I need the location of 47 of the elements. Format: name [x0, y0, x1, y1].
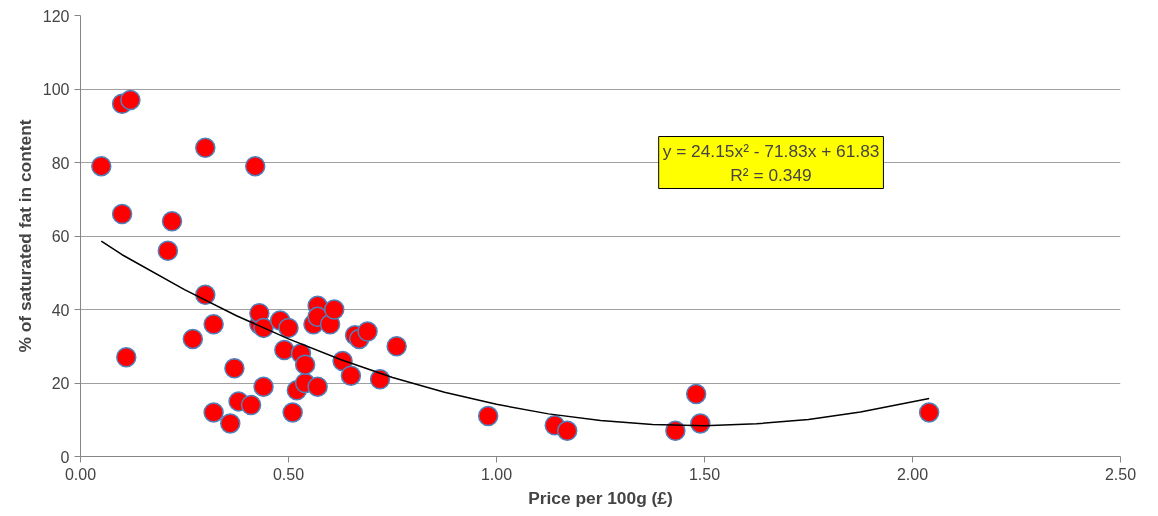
point [918, 402, 940, 423]
annotation: R² = 0.349 [730, 164, 812, 185]
point [195, 137, 216, 159]
y-tick-label: 0 [60, 448, 70, 466]
point [340, 365, 362, 386]
y-tick-label: 80 [51, 154, 70, 172]
point [240, 394, 262, 416]
y-axis-title: % of saturated fat in content [14, 119, 35, 353]
point [111, 203, 133, 225]
point [224, 358, 245, 379]
point [294, 354, 316, 375]
point [203, 402, 224, 423]
x-axis-title: Price per 100g (£) [528, 487, 673, 508]
y-tick-label: 100 [42, 81, 70, 98]
point [274, 339, 295, 361]
x-tick-label: 1.00 [480, 465, 513, 483]
y-tick-label: 60 [51, 228, 70, 245]
point [690, 413, 711, 434]
point [120, 89, 141, 111]
point [282, 402, 303, 423]
x-tick-label: 0.50 [272, 465, 305, 483]
point [253, 376, 274, 397]
y-tick-label: 120 [42, 7, 70, 25]
point [477, 405, 499, 427]
point [369, 369, 391, 390]
point [116, 347, 137, 368]
annotation: y = 24.15x² - 71.83x + 61.83 [662, 140, 880, 161]
point [203, 313, 224, 335]
point [386, 336, 407, 357]
point [278, 317, 299, 339]
point [307, 376, 328, 397]
point [556, 420, 578, 442]
point [182, 328, 204, 350]
point [220, 413, 241, 434]
point [157, 240, 179, 261]
y-tick-label: 20 [51, 375, 70, 392]
point [244, 155, 266, 177]
x-tick-label: 0.00 [64, 465, 97, 483]
point [324, 299, 345, 320]
x-tick-label: 1.50 [688, 465, 721, 483]
point [161, 211, 183, 232]
point [91, 155, 112, 177]
point [685, 383, 707, 405]
x-tick-label: 2.50 [1104, 465, 1137, 483]
y-tick-label: 40 [51, 301, 70, 319]
point [357, 321, 378, 342]
x-tick-label: 2.00 [896, 465, 929, 483]
